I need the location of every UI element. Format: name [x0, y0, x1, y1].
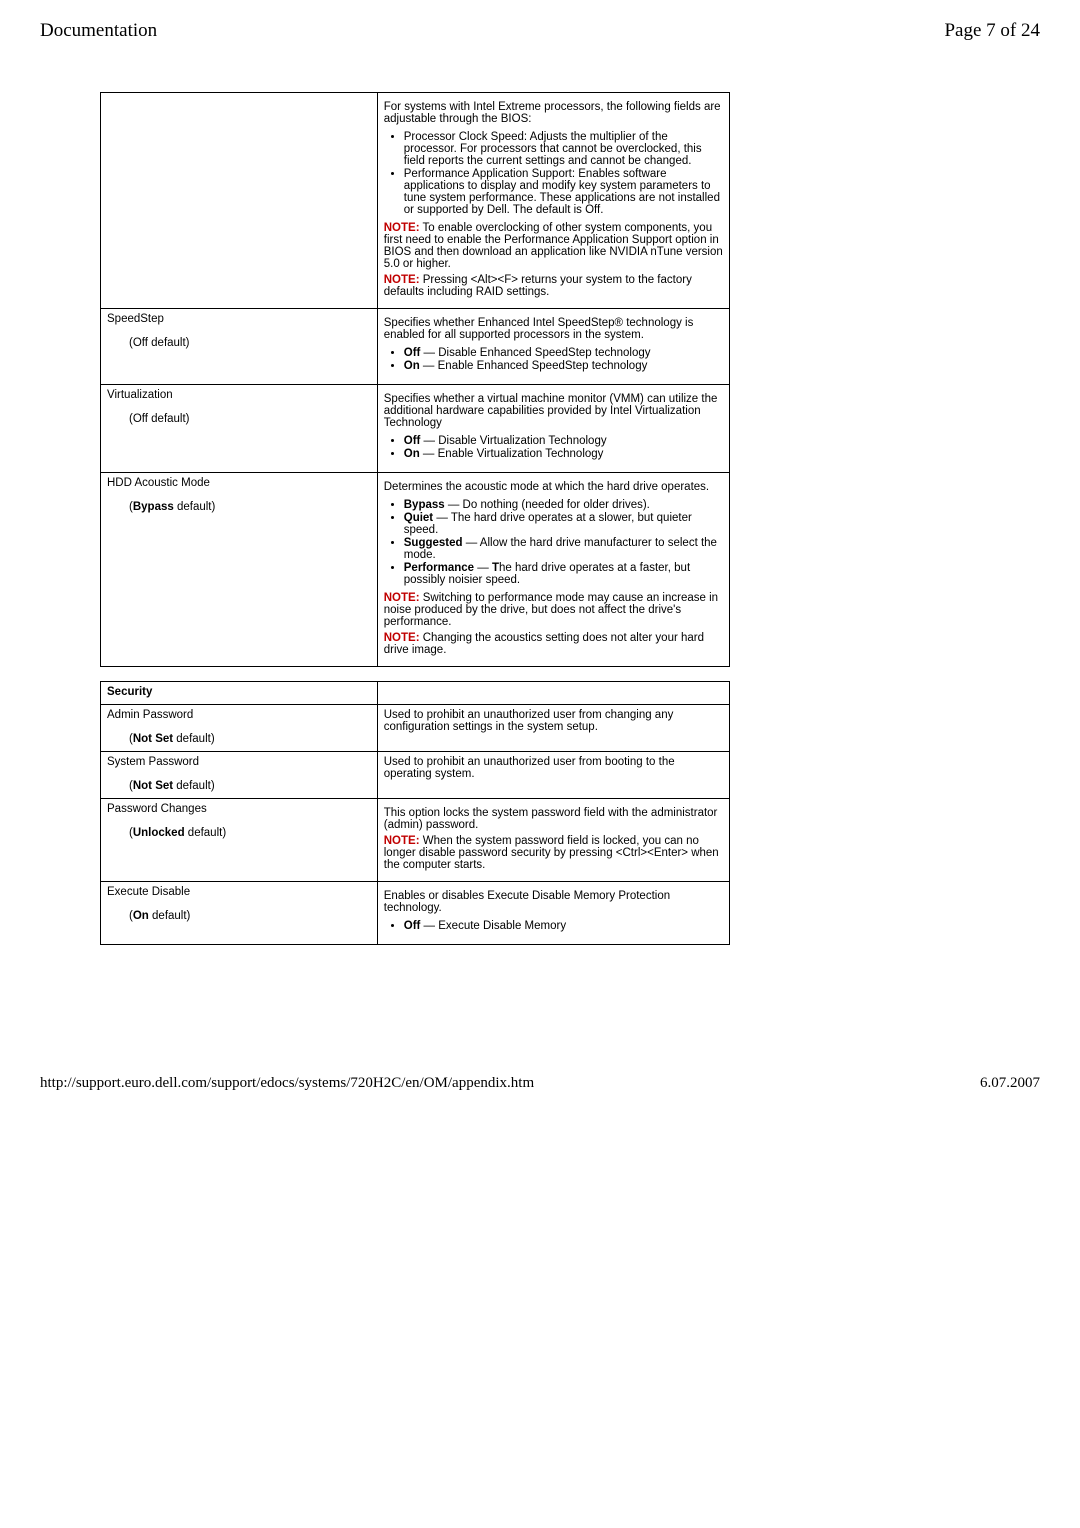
bios-table: For systems with Intel Extreme processor…	[100, 92, 730, 667]
security-desc-cell: Enables or disables Execute Disable Memo…	[377, 882, 729, 945]
header-right: Page 7 of 24	[944, 20, 1040, 42]
setting-name-cell: SpeedStep(Off default)	[101, 309, 378, 385]
setting-name-cell	[101, 93, 378, 309]
setting-desc-cell: Determines the acoustic mode at which th…	[377, 473, 729, 667]
setting-name-cell: Virtualization(Off default)	[101, 385, 378, 473]
security-name-cell: Admin Password(Not Set default)	[101, 705, 378, 752]
setting-desc-cell: For systems with Intel Extreme processor…	[377, 93, 729, 309]
security-name-cell: System Password(Not Set default)	[101, 752, 378, 799]
security-table: SecurityAdmin Password(Not Set default)U…	[100, 681, 730, 945]
security-desc-cell: Used to prohibit an unauthorized user fr…	[377, 752, 729, 799]
footer-date: 6.07.2007	[980, 1075, 1040, 1092]
security-header-blank	[377, 682, 729, 705]
setting-name-cell: HDD Acoustic Mode(Bypass default)	[101, 473, 378, 667]
security-name-cell: Password Changes(Unlocked default)	[101, 799, 378, 882]
header-left: Documentation	[40, 20, 157, 42]
setting-desc-cell: Specifies whether a virtual machine moni…	[377, 385, 729, 473]
security-header-cell: Security	[101, 682, 378, 705]
security-desc-cell: This option locks the system password fi…	[377, 799, 729, 882]
setting-desc-cell: Specifies whether Enhanced Intel SpeedSt…	[377, 309, 729, 385]
security-name-cell: Execute Disable(On default)	[101, 882, 378, 945]
security-desc-cell: Used to prohibit an unauthorized user fr…	[377, 705, 729, 752]
footer-url: http://support.euro.dell.com/support/edo…	[40, 1075, 534, 1092]
